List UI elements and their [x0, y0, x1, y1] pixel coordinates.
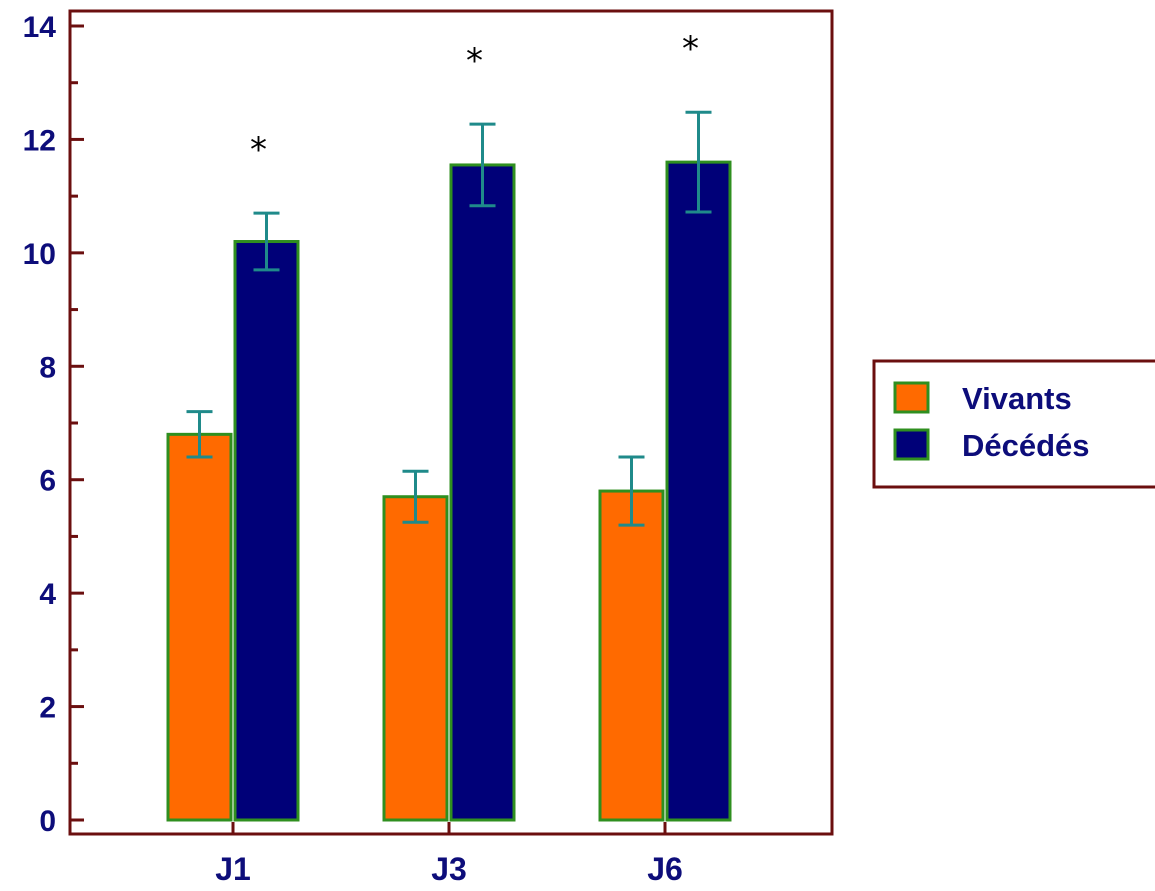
bar-vivants-j1 [166, 432, 233, 822]
legend-label: Vivants [962, 381, 1072, 416]
y-tick-label: 8 [39, 351, 56, 384]
x-tick-label: J3 [431, 851, 467, 887]
legend-box [872, 359, 1155, 489]
bar-dcds-j6 [665, 160, 732, 822]
y-tick-label: 14 [23, 11, 57, 44]
significance-star: * [466, 41, 483, 81]
legend: Vivants Décédés [872, 359, 1155, 489]
y-tick-label: 6 [39, 465, 56, 498]
legend-swatch [893, 381, 930, 414]
y-tick-label: 2 [39, 692, 56, 725]
y-tick-label: 0 [39, 805, 56, 838]
bar-vivants-j6 [598, 489, 665, 822]
bar-dcds-j3 [449, 163, 516, 822]
y-tick-label: 12 [23, 124, 56, 157]
bar-vivants-j3 [382, 495, 449, 822]
significance-star: * [682, 29, 699, 69]
bar-dcds-j1 [233, 240, 300, 822]
significance-star: * [250, 130, 267, 170]
y-tick-label: 4 [39, 578, 56, 611]
x-tick-label: J1 [215, 851, 251, 887]
legend-label: Décédés [962, 428, 1090, 463]
x-tick-label: J6 [647, 851, 683, 887]
plot-area: 0 2 4 6 8 10 12 14 J1 * J3 * J6 * [23, 9, 834, 887]
legend-swatch [893, 428, 930, 461]
y-tick-label: 10 [23, 238, 56, 271]
